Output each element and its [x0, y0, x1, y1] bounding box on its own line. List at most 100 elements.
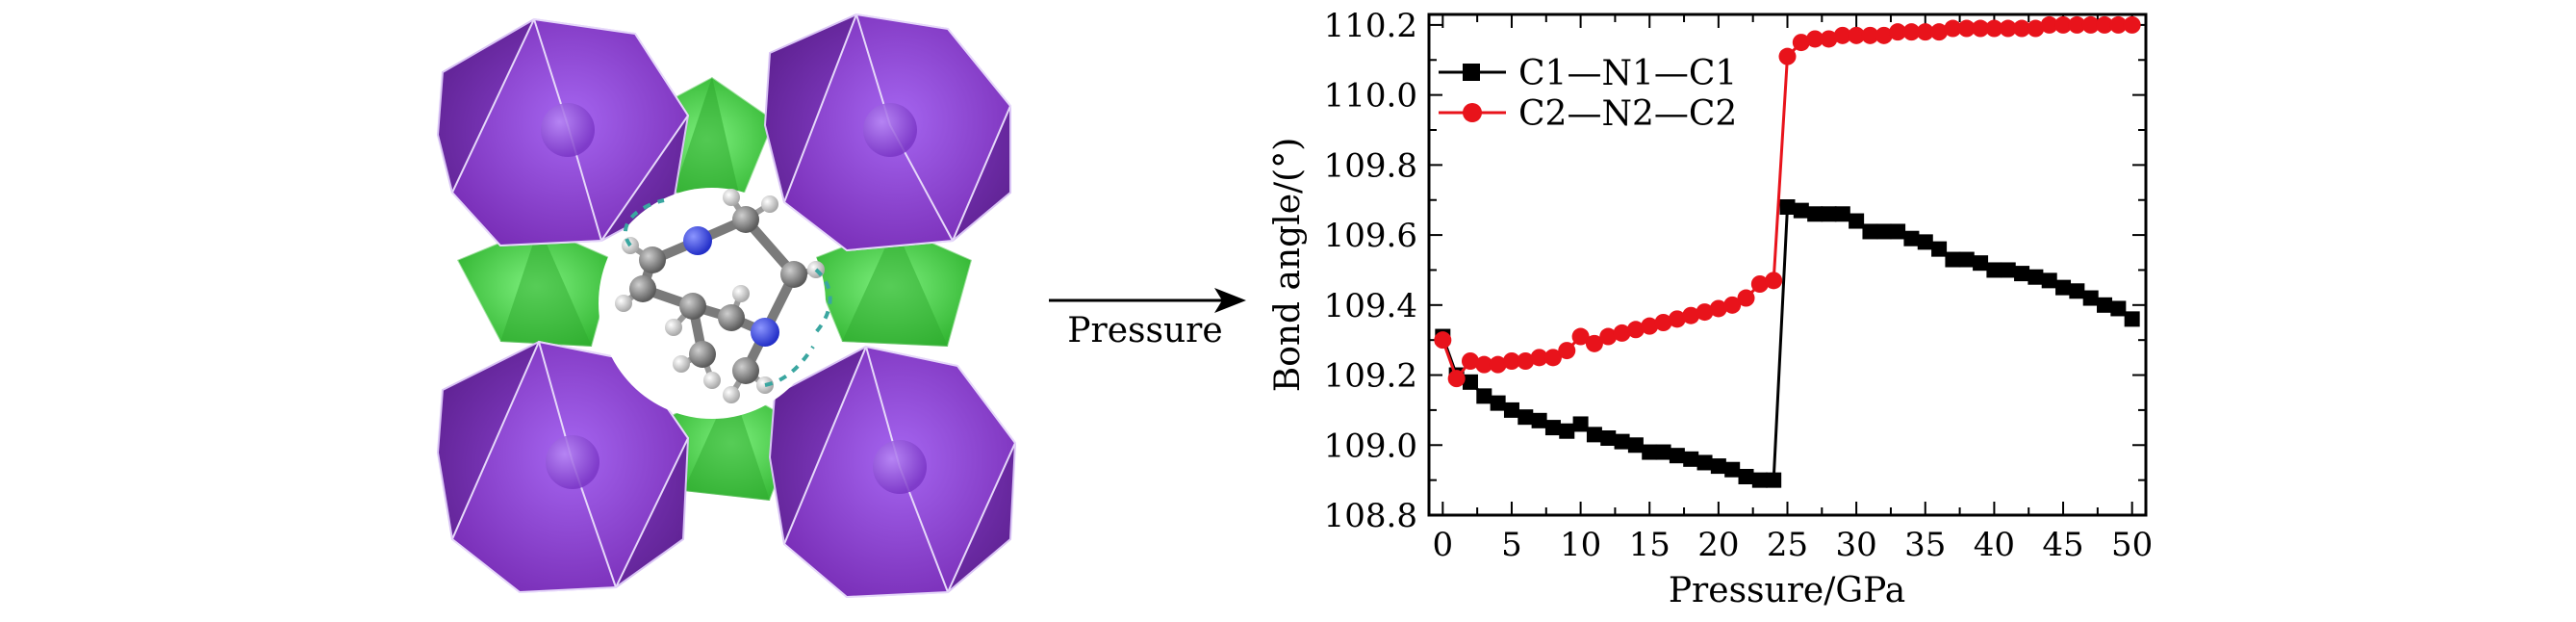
- data-point-series-1: [1793, 202, 1809, 219]
- data-point-series-2: [2096, 15, 2114, 34]
- data-point-series-1: [1875, 223, 1892, 240]
- data-point-series-2: [1682, 306, 1700, 324]
- data-point-series-1: [1642, 444, 1658, 460]
- data-point-series-1: [1931, 241, 1948, 257]
- data-point-series-1: [1738, 469, 1754, 484]
- data-point-series-2: [2054, 15, 2073, 34]
- data-point-series-2: [1902, 23, 1921, 41]
- data-point-series-1: [1518, 409, 1534, 426]
- data-point-series-1: [1766, 472, 1782, 488]
- data-point-series-2: [1641, 317, 1659, 335]
- x-tick-label: 30: [1836, 526, 1877, 564]
- y-tick-label: 110.2: [1324, 7, 1417, 45]
- data-point-series-2: [1861, 26, 1879, 44]
- data-point-series-1: [1490, 395, 1506, 411]
- data-point-series-1: [1655, 444, 1671, 460]
- data-point-series-2: [1585, 334, 1603, 352]
- y-tick-label: 109.0: [1324, 427, 1417, 465]
- data-point-series-1: [1958, 251, 1975, 268]
- y-tick-label: 109.6: [1324, 217, 1417, 255]
- data-point-series-1: [1586, 427, 1602, 443]
- crystal-structure-illustration: [436, 13, 1017, 599]
- data-point-series-2: [1447, 370, 1466, 388]
- data-point-series-2: [1489, 355, 1507, 374]
- y-axis: 108.8 109.0 109.2 109.4 109.6 109.8 110.0 110.2: [1324, 7, 2146, 535]
- x-axis: 0 5 10 15 20 25 30 35 40 45 50: [1433, 14, 2153, 564]
- data-point-series-2: [2068, 15, 2086, 34]
- data-point-series-1: [1917, 234, 1933, 250]
- legend-label-series2: C2—N2—C2: [1518, 94, 1737, 134]
- series-layer: [1434, 15, 2141, 488]
- data-point-series-2: [1806, 30, 1824, 48]
- data-point-series-2: [1654, 314, 1672, 331]
- data-point-series-2: [1944, 19, 1962, 38]
- data-point-series-2: [1957, 19, 1976, 38]
- data-point-series-2: [1765, 272, 1783, 290]
- data-point-series-1: [1751, 472, 1768, 488]
- data-point-series-1: [1503, 402, 1519, 418]
- data-point-series-2: [2013, 19, 2031, 38]
- data-point-series-2: [1558, 342, 1576, 360]
- x-tick-label: 0: [1433, 526, 1454, 564]
- x-tick-label: 35: [1904, 526, 1946, 564]
- data-point-series-2: [1502, 352, 1520, 370]
- data-point-series-2: [1930, 23, 1949, 41]
- data-point-series-1: [1862, 223, 1878, 240]
- data-point-series-1: [1614, 433, 1630, 450]
- data-point-series-2: [1737, 289, 1755, 307]
- y-tick-label: 109.2: [1324, 357, 1417, 396]
- data-point-series-2: [1626, 321, 1645, 339]
- legend-item-series2: C2—N2—C2: [1439, 94, 1737, 134]
- data-point-series-1: [2014, 266, 2030, 282]
- data-point-series-2: [1571, 327, 1590, 346]
- data-point-series-1: [1834, 206, 1850, 222]
- y-tick-label: 109.8: [1324, 146, 1417, 185]
- data-point-series-1: [2069, 283, 2085, 299]
- data-point-series-1: [1973, 255, 1989, 272]
- data-point-series-1: [1821, 206, 1837, 222]
- tetrahedron-right: [806, 224, 974, 349]
- arrow-label: Pressure: [1067, 311, 1222, 350]
- data-point-series-1: [2124, 311, 2140, 327]
- data-point-series-2: [1820, 30, 1838, 48]
- bond-angle-chart: 0 5 10 15 20 25 30 35 40 45 50 108.8 109.0 109.2 109.…: [1268, 7, 2153, 610]
- octahedron-top-right: [763, 13, 1012, 252]
- data-point-series-2: [2109, 15, 2128, 34]
- x-tick-label: 20: [1697, 526, 1739, 564]
- data-point-series-2: [1475, 355, 1493, 374]
- octahedron-top-left: [436, 17, 690, 247]
- data-point-series-2: [1972, 19, 1990, 38]
- data-point-series-2: [1517, 352, 1535, 370]
- data-point-series-2: [1543, 349, 1562, 367]
- x-tick-label: 40: [1974, 526, 2015, 564]
- data-point-series-2: [1792, 34, 1810, 52]
- organic-molecule: [615, 189, 832, 403]
- data-point-series-2: [2081, 15, 2100, 34]
- data-point-series-2: [2027, 19, 2045, 38]
- data-point-series-1: [1559, 423, 1575, 439]
- data-point-series-2: [1723, 296, 1742, 314]
- data-point-series-2: [2123, 15, 2141, 34]
- data-point-series-2: [1833, 26, 1851, 44]
- data-point-series-1: [1945, 251, 1961, 268]
- data-point-series-1: [1683, 451, 1699, 467]
- x-tick-label: 45: [2042, 526, 2083, 564]
- legend-item-series1: C1—N1—C1: [1439, 54, 1737, 93]
- x-axis-title: Pressure/GPa: [1669, 571, 1905, 610]
- data-point-series-2: [1985, 19, 2003, 38]
- octahedron-bottom-right: [768, 345, 1017, 599]
- series-line-1: [1441, 205, 2133, 482]
- data-point-series-1: [1696, 454, 1713, 471]
- data-point-series-1: [1462, 374, 1478, 390]
- data-point-series-2: [2040, 15, 2058, 34]
- data-point-series-1: [2028, 269, 2044, 285]
- data-point-series-1: [1572, 416, 1589, 432]
- x-tick-label: 15: [1629, 526, 1671, 564]
- data-point-series-2: [1848, 26, 1866, 44]
- data-point-series-1: [1903, 230, 1920, 246]
- data-point-series-1: [1710, 458, 1726, 475]
- data-point-series-1: [1476, 388, 1492, 404]
- data-point-series-1: [2082, 290, 2099, 306]
- y-tick-label: 110.0: [1324, 77, 1417, 116]
- octahedron-bottom-left: [436, 340, 690, 594]
